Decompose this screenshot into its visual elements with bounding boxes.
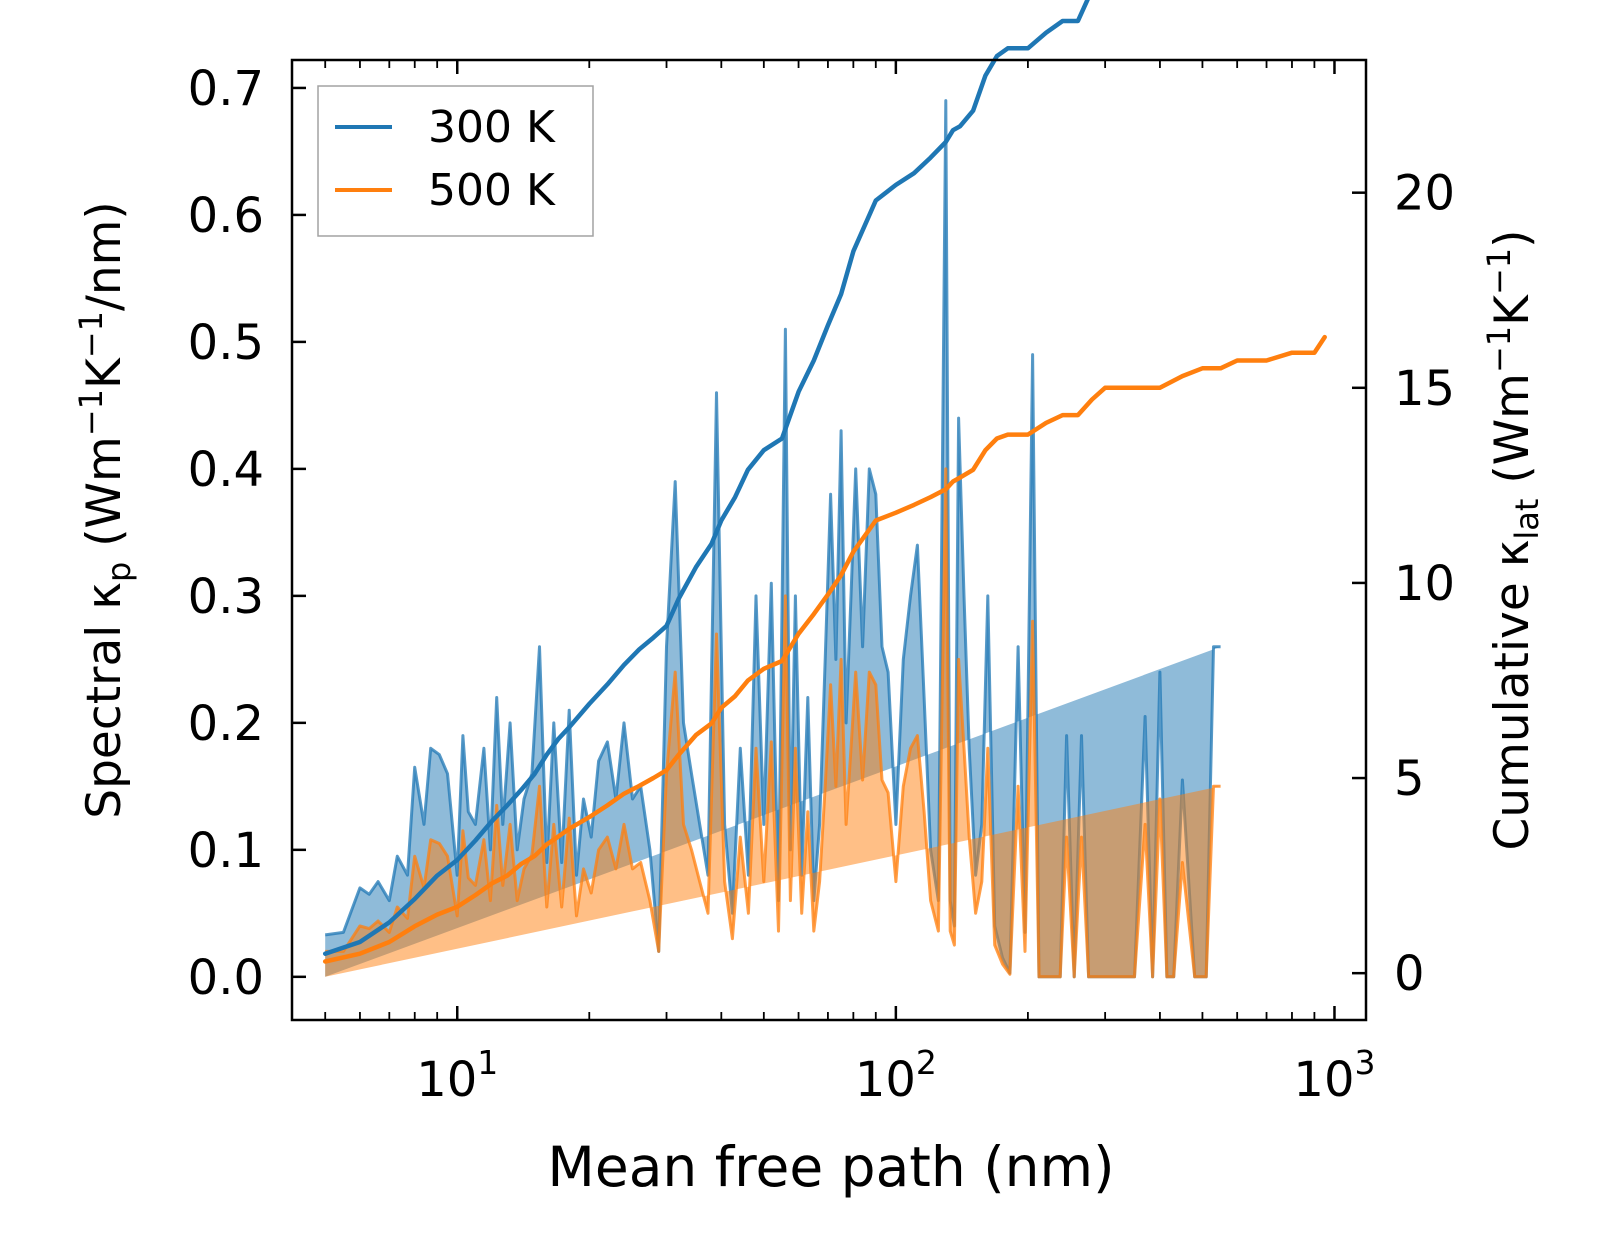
left-y-tick-label: 0.2	[188, 696, 264, 752]
x-tick-label: 103	[1293, 1043, 1375, 1108]
x-tick-label: 101	[416, 1043, 498, 1108]
left-y-label-mid: K	[77, 357, 132, 389]
right-y-tick-label: 15	[1394, 361, 1455, 417]
right-y-tick-label: 10	[1394, 556, 1455, 612]
left-y-tick-label: 0.7	[188, 61, 264, 117]
axes-frame	[290, 58, 1368, 1022]
right-y-label-sup2: −1	[1480, 248, 1518, 295]
axes: 0.0 0.1 0.2 0.3 0.4 0.5 0.6 0.7 0 5 10 15 20 101 102 10…	[188, 58, 1455, 1108]
left-y-label-sub: p	[100, 562, 138, 582]
legend-label-300k: 300 K	[428, 102, 556, 153]
left-y-tick-label: 0.3	[188, 569, 264, 625]
left-y-label-sup2: −1	[72, 311, 110, 358]
left-y-label-post: (Wm	[77, 436, 132, 562]
left-y-tick-label: 0.1	[188, 823, 264, 879]
left-y-tick-label: 0.4	[188, 442, 264, 498]
left-y-axis-label: Spectral κp (Wm−1K−1/nm)	[72, 201, 138, 818]
plot-area	[322, 0, 1327, 979]
x-tick-label: 102	[855, 1043, 937, 1108]
right-y-tick-label: 20	[1394, 166, 1455, 222]
cumulative-line-300k	[322, 0, 1090, 956]
right-y-label-sub: lat	[1508, 499, 1546, 540]
legend-frame	[317, 85, 594, 237]
right-y-label-sup1: −1	[1480, 326, 1518, 373]
right-y-tick-label: 0	[1394, 946, 1425, 1002]
right-y-label-mid: K	[1485, 294, 1540, 326]
left-y-tick-label: 0.5	[188, 315, 264, 371]
x-axis-label: Mean free path (nm)	[547, 1135, 1114, 1199]
left-y-label-end: /nm)	[77, 201, 132, 311]
right-y-label-post: (Wm	[1485, 373, 1540, 499]
right-y-axis-label: Cumulative κlat (Wm−1K−1)	[1480, 229, 1546, 850]
cumulative-line-500k	[322, 334, 1327, 964]
right-y-tick-label: 5	[1394, 751, 1425, 807]
left-y-label-pre: Spectral κ	[77, 582, 132, 819]
spectral-area-300k	[325, 100, 1221, 977]
left-y-tick-label: 0.6	[188, 188, 264, 244]
legend: 300 K 500 K	[317, 85, 594, 237]
spectral-line-500k	[325, 467, 1221, 979]
left-y-label-sup1: −1	[72, 389, 110, 436]
spectral-area-500k	[325, 468, 1221, 977]
left-y-tick-label: 0.0	[188, 950, 264, 1006]
right-y-label-end: )	[1485, 229, 1540, 247]
right-y-label-pre: Cumulative κ	[1485, 540, 1540, 851]
legend-label-500k: 500 K	[428, 165, 556, 216]
